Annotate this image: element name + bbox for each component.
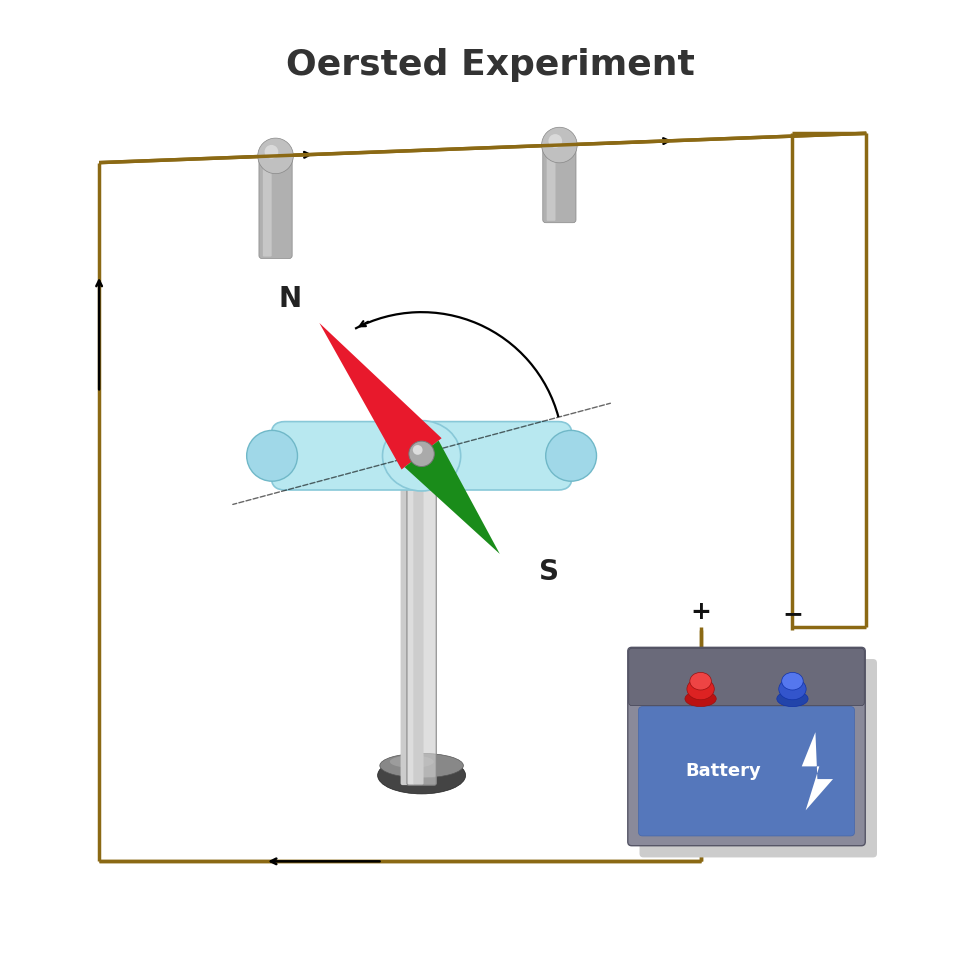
Ellipse shape xyxy=(685,691,716,707)
Ellipse shape xyxy=(377,757,466,794)
Circle shape xyxy=(546,430,597,481)
Ellipse shape xyxy=(390,756,434,767)
Text: Battery: Battery xyxy=(686,762,761,780)
Ellipse shape xyxy=(782,672,804,690)
Polygon shape xyxy=(405,441,500,554)
FancyBboxPatch shape xyxy=(271,421,572,490)
FancyBboxPatch shape xyxy=(407,468,436,785)
Ellipse shape xyxy=(690,672,711,690)
Text: S: S xyxy=(539,558,559,585)
Circle shape xyxy=(542,127,577,163)
Ellipse shape xyxy=(382,420,461,491)
Polygon shape xyxy=(319,323,442,469)
FancyBboxPatch shape xyxy=(547,144,556,220)
Circle shape xyxy=(549,134,563,148)
Circle shape xyxy=(413,445,422,455)
Polygon shape xyxy=(802,732,833,810)
Ellipse shape xyxy=(687,678,714,700)
Circle shape xyxy=(247,430,298,481)
FancyBboxPatch shape xyxy=(628,648,865,846)
FancyBboxPatch shape xyxy=(639,707,855,836)
Text: Oersted Experiment: Oersted Experiment xyxy=(285,48,695,82)
Ellipse shape xyxy=(777,691,808,707)
FancyBboxPatch shape xyxy=(411,439,432,472)
FancyBboxPatch shape xyxy=(414,468,436,785)
FancyBboxPatch shape xyxy=(629,649,864,706)
Text: −: − xyxy=(782,602,803,626)
Circle shape xyxy=(258,138,293,173)
Circle shape xyxy=(409,441,434,466)
Text: +: + xyxy=(690,600,711,624)
FancyBboxPatch shape xyxy=(401,468,423,785)
FancyBboxPatch shape xyxy=(259,153,292,259)
Ellipse shape xyxy=(380,754,464,778)
FancyBboxPatch shape xyxy=(640,660,877,858)
Ellipse shape xyxy=(779,678,807,700)
Text: N: N xyxy=(278,284,302,313)
FancyBboxPatch shape xyxy=(543,142,576,222)
FancyBboxPatch shape xyxy=(263,155,271,257)
Circle shape xyxy=(265,145,278,159)
